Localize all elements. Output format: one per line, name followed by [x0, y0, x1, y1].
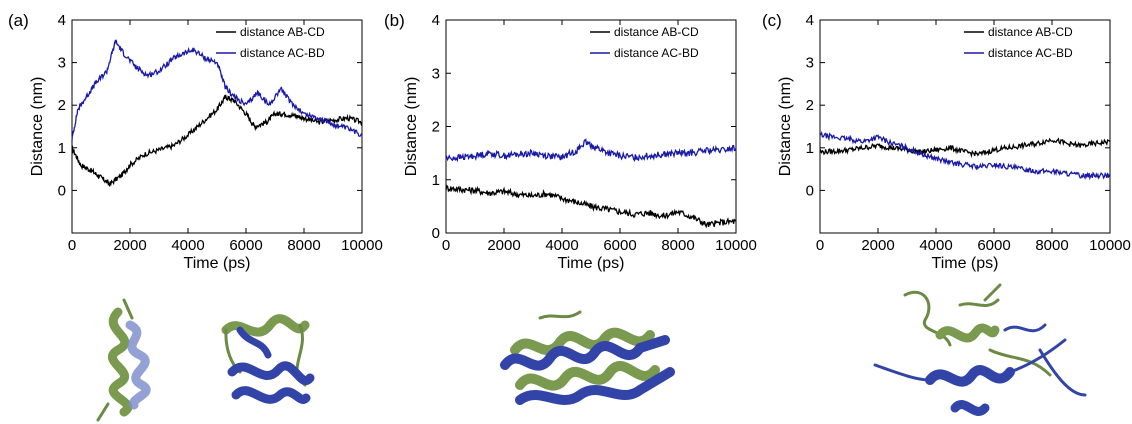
x-tick-label: 6000 — [603, 237, 636, 254]
y-tick-label: 2 — [806, 97, 814, 114]
x-tick-label: 8000 — [1035, 237, 1068, 254]
y-tick-label: 0 — [432, 225, 440, 242]
y-tick-label: 2 — [432, 119, 440, 136]
y-tick-label: 3 — [432, 65, 440, 82]
chart-panel-3: (c) 0 1 2 3 4 0 2000 4000 6000 8000 10000 Time (ps) D… — [762, 11, 1131, 272]
x-tick-label: 2000 — [861, 237, 894, 254]
y-tick-label: 0 — [806, 182, 814, 199]
y-axis-label: Distance (nm) — [403, 77, 420, 177]
x-tick-label: 8000 — [287, 237, 320, 254]
x-tick-label: 10000 — [715, 237, 757, 254]
x-tick-label: 0 — [442, 237, 450, 254]
series-line-ac-bd — [819, 130, 1111, 181]
y-tick-label: 4 — [58, 12, 66, 29]
y-tick-label: 0 — [58, 182, 66, 199]
legend-label: distance AC-BD — [240, 46, 325, 60]
structure-a2-image — [221, 314, 315, 404]
chart-panel-1: (a) 0 1 2 3 4 0 2000 4000 6000 8000 10000 Time (ps) D… — [8, 11, 383, 272]
y-tick-label: 1 — [58, 140, 66, 157]
legend-label: distance AB-CD — [988, 25, 1073, 39]
series-line-ab-cd — [71, 94, 363, 187]
panel-tag: (c) — [762, 11, 782, 30]
y-tick-label: 2 — [58, 97, 66, 114]
y-tick-label: 4 — [432, 12, 440, 29]
x-tick-label: 8000 — [661, 237, 694, 254]
legend-label: distance AC-BD — [614, 46, 699, 60]
x-tick-label: 6000 — [229, 237, 262, 254]
x-tick-label: 4000 — [171, 237, 204, 254]
series-line-ab-cd — [819, 137, 1111, 159]
x-tick-label: 2000 — [113, 237, 146, 254]
y-axis-label: Distance (nm) — [29, 77, 46, 177]
y-axis-label: Distance (nm) — [777, 77, 794, 177]
x-tick-label: 10000 — [341, 237, 383, 254]
legend-label: distance AB-CD — [614, 25, 699, 39]
structure-a1-image — [96, 298, 151, 422]
structure-c-image — [873, 283, 1087, 416]
series-line-ac-bd — [71, 39, 363, 142]
x-tick-label: 10000 — [1089, 237, 1131, 254]
plot-frame — [71, 19, 363, 234]
x-tick-label: 2000 — [487, 237, 520, 254]
x-tick-label: 4000 — [545, 237, 578, 254]
y-tick-label: 4 — [806, 12, 814, 29]
legend-label: distance AB-CD — [240, 25, 325, 39]
y-tick-label: 3 — [806, 55, 814, 72]
plot-frame — [819, 19, 1111, 234]
series-line-ab-cd — [445, 184, 737, 229]
y-tick-label: 1 — [806, 140, 814, 157]
x-tick-label: 6000 — [977, 237, 1010, 254]
y-tick-label: 1 — [432, 172, 440, 189]
x-axis-label: Time (ps) — [558, 255, 625, 272]
x-tick-label: 0 — [816, 237, 824, 254]
panel-tag: (a) — [8, 11, 29, 30]
legend-label: distance AC-BD — [988, 46, 1073, 60]
panel-tag: (b) — [384, 11, 405, 30]
x-tick-label: 0 — [68, 237, 76, 254]
chart-panel-2: (b) 0 1 2 3 4 0 2000 4000 6000 8000 10000 Time (ps) D… — [384, 11, 757, 272]
x-tick-label: 4000 — [919, 237, 952, 254]
x-axis-label: Time (ps) — [932, 255, 999, 272]
structure-b-image — [500, 310, 675, 405]
y-tick-label: 3 — [58, 55, 66, 72]
x-axis-label: Time (ps) — [184, 255, 251, 272]
series-line-ac-bd — [445, 137, 737, 163]
